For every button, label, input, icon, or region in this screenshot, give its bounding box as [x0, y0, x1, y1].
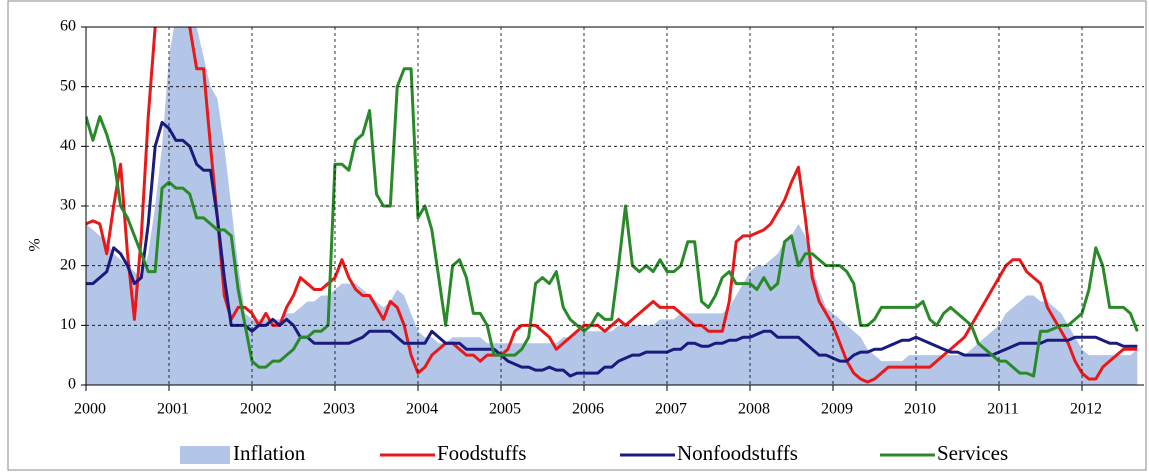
legend-label: Services	[937, 441, 1008, 465]
legend-label: Foodstuffs	[437, 441, 526, 465]
x-tick-label: 2007	[655, 401, 687, 418]
area-series	[86, 27, 1138, 385]
legend-label: Nonfoodstuffs	[677, 441, 798, 465]
y-tick-label: 30	[60, 197, 76, 214]
x-tick-label: 2012	[1070, 401, 1102, 418]
x-tick-label: 2008	[738, 401, 770, 418]
x-tick-label: 2005	[489, 401, 521, 418]
x-tick-label: 2010	[904, 401, 936, 418]
x-tick-label: 2002	[240, 401, 272, 418]
line-series	[86, 67, 1139, 378]
y-tick-label: 60	[60, 18, 76, 35]
x-tick-label: 2001	[157, 401, 189, 418]
y-tick-label: 0	[68, 376, 76, 393]
chart-frame	[7, 0, 1147, 471]
x-tick-label: 2009	[821, 401, 853, 418]
x-tick-label: 2003	[323, 401, 355, 418]
x-tick-label: 2000	[74, 401, 106, 418]
plot-area	[86, 27, 1139, 385]
y-axis-label: %	[27, 238, 44, 251]
y-tick-label: 10	[60, 316, 76, 333]
x-tick-label: 2011	[987, 401, 1018, 418]
y-tick-label: 50	[60, 77, 76, 94]
legend-label: Inflation	[233, 441, 306, 465]
legend-swatch	[180, 446, 230, 464]
x-tick-label: 2006	[572, 401, 604, 418]
line-series	[86, 27, 1138, 384]
y-tick-label: 20	[60, 256, 76, 273]
y-tick-label: 40	[60, 137, 76, 154]
x-tick-label: 2004	[406, 401, 438, 418]
